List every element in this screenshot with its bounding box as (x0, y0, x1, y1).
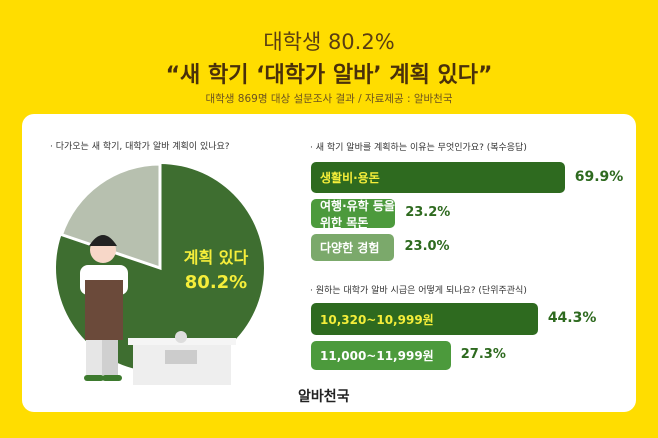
bar-label: 생활비·용돈 (320, 171, 380, 185)
bar-value: 27.3% (460, 346, 506, 362)
bar-value: 44.3% (547, 310, 597, 326)
headline: 대학생 80.2% (263, 30, 395, 54)
pie-label: 계획 있다 80.2% (176, 244, 256, 293)
bar-label: 다양한 경험 (320, 241, 380, 255)
bar-value: 69.9% (574, 168, 624, 185)
subtitle: 대학생 869명 대상 설문조사 결과 / 자료제공 : 알바천국 (205, 93, 453, 105)
reasons-question: · 새 학기 알바를 계획하는 이유는 무엇인가요? (복수응답) (310, 143, 527, 153)
bar: 여행·유학 등을 위한 목돈 (311, 198, 396, 230)
university-building-icon (128, 331, 236, 385)
bar: 생활비·용돈 (311, 162, 565, 193)
pie-question: · 다가오는 새 학기, 대학가 알바 계획이 있나요? (50, 142, 230, 152)
albamon-logo: 알바천국 (298, 389, 350, 405)
bar-label: 10,320~10,999원 (320, 312, 434, 327)
pie-label-text: 계획 있다 (183, 248, 249, 267)
pie-slice-other (59, 162, 162, 271)
bar: 10,320~10,999원 (311, 303, 538, 335)
bar-value: 23.0% (404, 238, 450, 254)
headline-quote: “새 학기 ‘대학가 알바’ 계획 있다” (165, 63, 493, 88)
bar: 11,000~11,999원 (311, 341, 451, 370)
bar-value: 23.2% (405, 204, 451, 220)
bar: 다양한 경험 (311, 234, 395, 261)
bar-label: 11,000~11,999원 (320, 349, 434, 363)
student-illustration (80, 235, 128, 381)
wage-question: · 원하는 대학가 알바 시급은 어떻게 되나요? (단위주관식) (310, 286, 527, 296)
pie-label-value: 80.2% (184, 272, 248, 293)
bar-label: 여행·유학 등을 위한 목돈 (320, 198, 395, 230)
